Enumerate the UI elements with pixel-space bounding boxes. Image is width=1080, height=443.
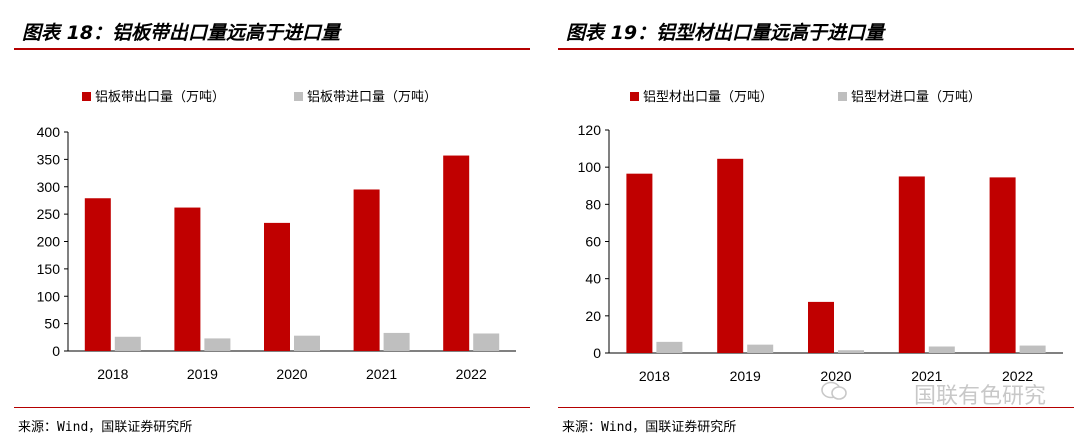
- export-bar: [898, 176, 925, 353]
- title-bar: 图表 18：铝板带出口量远高于进口量: [14, 8, 530, 50]
- y-tick-label: 300: [37, 179, 61, 195]
- x-tick-label: 2019: [730, 368, 761, 384]
- import-bar: [838, 350, 864, 353]
- legend-label: 铝板带出口量（万吨）: [95, 90, 225, 105]
- legend-label: 铝型材出口量（万吨）: [643, 90, 773, 105]
- import-bar: [473, 333, 500, 351]
- bar-chart-aluminum-profile: 铝型材出口量（万吨） 铝型材进口量（万吨） 0 20 40 60 80 100 120 2018 2…: [578, 90, 1063, 384]
- import-bar: [1019, 345, 1046, 353]
- x-tick-label: 2019: [187, 366, 218, 382]
- source-divider: [558, 407, 1074, 408]
- y-tick-label: 20: [585, 308, 601, 324]
- x-tick-label: 2018: [97, 366, 128, 382]
- export-bar: [443, 155, 470, 351]
- x-tick-label: 2020: [276, 366, 307, 382]
- y-tick-label: 40: [585, 271, 601, 287]
- y-tick-label: 150: [37, 261, 61, 277]
- import-bar: [928, 346, 955, 353]
- import-bar: [747, 344, 774, 353]
- x-tick-label: 2018: [639, 368, 670, 384]
- chart-title: 图表 19：铝型材出口量远高于进口量: [566, 22, 885, 44]
- export-bar: [808, 301, 834, 353]
- legend-swatch: [630, 92, 639, 101]
- x-tick-label: 2021: [911, 368, 942, 384]
- y-tick-label: 120: [578, 122, 602, 138]
- import-bar: [204, 338, 231, 351]
- legend-label: 铝板带进口量（万吨）: [307, 90, 437, 105]
- watermark-text: 国联有色研究: [913, 384, 1046, 409]
- y-tick-label: 50: [44, 316, 60, 332]
- export-bar: [989, 177, 1016, 353]
- x-tick-label: 2022: [1002, 368, 1033, 384]
- y-tick-label: 100: [37, 288, 61, 304]
- import-bar: [383, 332, 410, 351]
- legend-swatch: [294, 92, 303, 101]
- source-note: 来源：Wind，国联证券研究所: [18, 420, 193, 435]
- chart-title: 图表 18：铝板带出口量远高于进口量: [22, 22, 341, 44]
- y-tick-label: 350: [37, 151, 61, 167]
- y-tick-label: 80: [585, 196, 601, 212]
- y-tick-label: 0: [52, 343, 60, 359]
- export-bar: [626, 173, 653, 353]
- export-bar: [264, 222, 290, 351]
- bar-chart-aluminum-strip: 铝板带出口量（万吨） 铝板带进口量（万吨） 0 50 100 150 200 250 300 35…: [37, 90, 516, 382]
- x-tick-label: 2022: [456, 366, 487, 382]
- y-tick-label: 200: [37, 234, 61, 250]
- import-bar: [294, 335, 320, 351]
- export-bar: [353, 189, 380, 351]
- chart-panel-right: 图表 19：铝型材出口量远高于进口量 铝型材出口量（万吨） 铝型材进口量（万吨） 0…: [558, 0, 1074, 443]
- export-bar: [174, 207, 201, 351]
- export-bar: [84, 198, 111, 351]
- import-bar: [656, 341, 683, 353]
- source-divider: [14, 407, 530, 408]
- y-tick-label: 60: [585, 234, 601, 250]
- y-tick-label: 0: [593, 345, 601, 361]
- title-bar: 图表 19：铝型材出口量远高于进口量: [558, 8, 1074, 50]
- legend-swatch: [838, 92, 847, 101]
- export-bar: [717, 158, 744, 353]
- legend-swatch: [82, 92, 91, 101]
- y-tick-label: 100: [578, 159, 602, 175]
- wechat-icon: [821, 381, 847, 400]
- y-tick-label: 250: [37, 206, 61, 222]
- legend-label: 铝型材进口量（万吨）: [851, 90, 981, 105]
- x-tick-label: 2021: [366, 366, 397, 382]
- y-tick-label: 400: [37, 124, 61, 140]
- chart-panel-left: 图表 18：铝板带出口量远高于进口量 铝板带出口量（万吨） 铝板带进口量（万吨） 0…: [14, 0, 530, 443]
- source-note: 来源：Wind，国联证券研究所: [562, 420, 737, 435]
- import-bar: [114, 336, 141, 351]
- x-tick-label: 2020: [820, 368, 851, 384]
